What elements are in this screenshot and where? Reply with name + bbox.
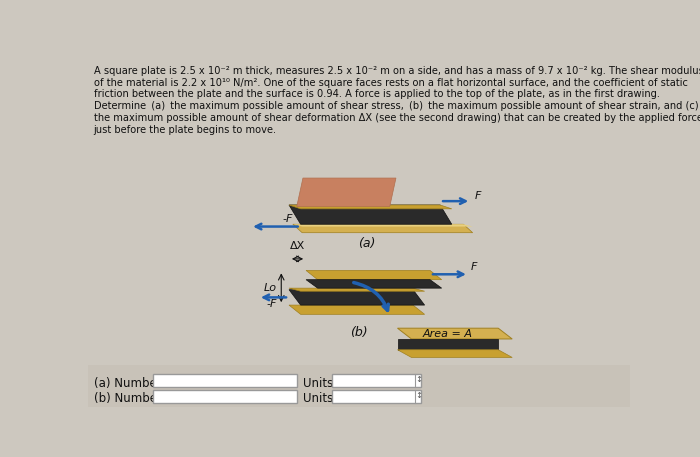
Polygon shape <box>293 224 472 227</box>
FancyBboxPatch shape <box>332 390 421 403</box>
Text: of the material is 2.2 x 10¹⁰ N/m². One of the square faces rests on a flat hori: of the material is 2.2 x 10¹⁰ N/m². One … <box>94 78 687 88</box>
Text: Determine  (a)  the maximum possible amount of shear stress,  (b)  the maximum p: Determine (a) the maximum possible amoun… <box>94 101 699 112</box>
FancyBboxPatch shape <box>153 390 297 403</box>
FancyBboxPatch shape <box>88 365 630 407</box>
Polygon shape <box>289 305 425 314</box>
Polygon shape <box>289 288 425 291</box>
Text: friction between the plate and the surface is 0.94. A force is applied to the to: friction between the plate and the surfa… <box>94 90 659 100</box>
FancyBboxPatch shape <box>332 374 421 388</box>
Polygon shape <box>306 271 442 280</box>
Text: Area = A: Area = A <box>423 329 473 340</box>
Text: Lo: Lo <box>264 283 277 293</box>
Text: F: F <box>470 262 477 272</box>
Polygon shape <box>289 205 452 224</box>
Polygon shape <box>398 328 512 339</box>
FancyBboxPatch shape <box>153 374 297 388</box>
Text: (a) Number: (a) Number <box>94 377 162 390</box>
Text: the maximum possible amount of shear deformation ΔX (see the second drawing) tha: the maximum possible amount of shear def… <box>94 113 700 123</box>
Polygon shape <box>398 350 512 357</box>
Polygon shape <box>289 205 452 209</box>
Text: (b): (b) <box>350 326 368 339</box>
Text: ↕: ↕ <box>415 391 422 400</box>
Text: just before the plate begins to move.: just before the plate begins to move. <box>94 125 276 135</box>
Polygon shape <box>398 339 498 350</box>
Polygon shape <box>289 290 425 305</box>
Text: (a): (a) <box>358 237 375 250</box>
Polygon shape <box>297 178 396 207</box>
Text: A square plate is 2.5 x 10⁻² m thick, measures 2.5 x 10⁻² m on a side, and has a: A square plate is 2.5 x 10⁻² m thick, me… <box>94 66 700 75</box>
Polygon shape <box>306 280 442 288</box>
Text: ΔX: ΔX <box>290 241 305 251</box>
Text: F: F <box>475 191 482 201</box>
Text: (b) Number: (b) Number <box>94 392 162 405</box>
Polygon shape <box>293 224 472 233</box>
Text: -F: -F <box>267 298 277 308</box>
Text: -F: -F <box>282 214 293 224</box>
Text: Units: Units <box>303 377 333 390</box>
Text: ↕: ↕ <box>415 375 422 384</box>
Text: Units: Units <box>303 392 333 405</box>
